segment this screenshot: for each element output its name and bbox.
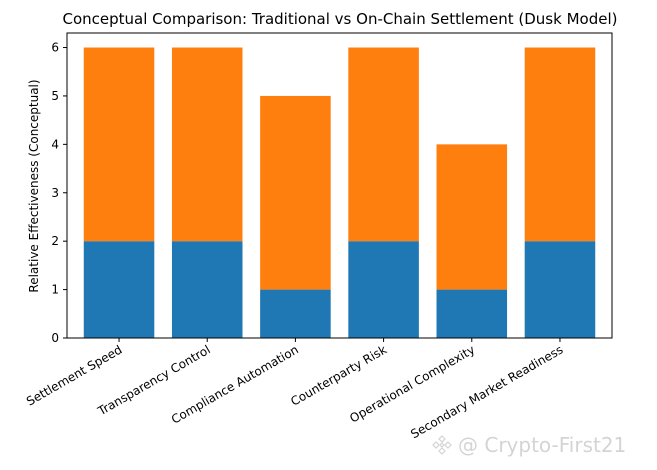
bar-segment: [83, 241, 155, 338]
bar-segment: [524, 47, 596, 242]
bar-segment: [171, 47, 243, 242]
watermark-text: @ Crypto-First21: [458, 433, 627, 457]
y-axis-label: Relative Effectiveness (Conceptual): [27, 79, 41, 292]
bar-segment: [260, 289, 331, 338]
y-tick-label: 6: [51, 41, 59, 55]
bar-segment: [348, 241, 419, 338]
y-tick-label: 1: [51, 283, 59, 297]
chart-title: Conceptual Comparison: Traditional vs On…: [63, 10, 618, 28]
y-tick-label: 3: [51, 186, 59, 200]
x-tick-label: Secondary Market Readiness: [408, 342, 565, 441]
bars-group: [83, 47, 596, 338]
y-tick-label: 5: [51, 89, 59, 103]
bar-segment: [260, 95, 331, 290]
binance-square-logo-icon: [432, 435, 452, 455]
bar-segment: [171, 241, 243, 338]
bar-segment: [348, 47, 419, 242]
bar-segment: [524, 241, 596, 338]
watermark: @ Crypto-First21: [432, 430, 654, 460]
y-tick-label: 4: [51, 137, 59, 151]
y-tick-label: 0: [51, 331, 59, 345]
bar-segment: [436, 289, 508, 338]
y-axis-ticks: 0 1 2 3 4 5 6: [51, 41, 67, 345]
plot-frame: [66, 32, 613, 339]
bar-segment: [436, 144, 508, 290]
bar-segment: [83, 47, 155, 242]
y-tick-label: 2: [51, 234, 59, 248]
